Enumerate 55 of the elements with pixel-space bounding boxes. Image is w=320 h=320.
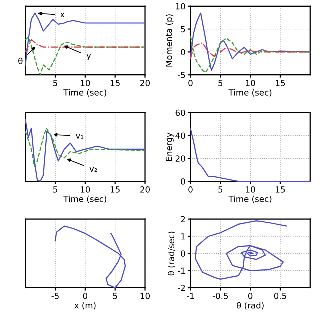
y-tick-label: 2 <box>181 216 186 222</box>
y-tick-label: -2 <box>178 284 186 292</box>
y-tick-label: 5 <box>181 26 186 33</box>
y-tick-label: 20 <box>176 156 186 162</box>
x-tick-label: 15 <box>276 80 286 86</box>
annotation: y <box>86 54 92 60</box>
x-tick-label: 10 <box>246 186 256 193</box>
y-tick-label: 0 <box>181 178 186 185</box>
x-tick-label: 15 <box>110 80 120 86</box>
annotation: v₁ <box>76 134 84 139</box>
x-tick-label: -5 <box>52 293 59 300</box>
x-axis-title: θ (rad) <box>236 302 264 310</box>
x-tick-label: 0 <box>248 293 253 300</box>
x-axis-title: Time (sec) <box>64 89 107 97</box>
y-axis-title: θ̇ (rad/sec) <box>168 232 176 276</box>
y-tick-label: 0 <box>181 250 186 257</box>
x-tick-label: 0 <box>188 186 193 193</box>
x-tick-label: 20 <box>140 80 150 86</box>
line-series <box>194 220 288 280</box>
x-axis-title: x (m) <box>74 302 96 310</box>
y-tick-label: -5 <box>178 72 186 78</box>
x-tick-label: 20 <box>140 186 150 193</box>
y-axis-title: Energy <box>166 132 174 161</box>
x-axis-title: Time (sec) <box>228 89 272 97</box>
annotation: v₂ <box>90 167 98 172</box>
x-tick-label: 5 <box>218 186 223 193</box>
y-tick-label: 0 <box>181 49 186 56</box>
y-tick-label: 40 <box>176 132 186 140</box>
x-tick-label: 10 <box>140 293 150 300</box>
x-tick-label: 10 <box>81 186 90 193</box>
x-axis-title: Time (sec) <box>228 196 272 204</box>
x-tick-label: 0 <box>188 80 193 86</box>
line-series <box>190 42 311 60</box>
x-tick-label: 15 <box>276 186 286 193</box>
x-axis-title: Time (sec) <box>64 196 107 204</box>
x-tick-label: 10 <box>246 80 256 86</box>
y-tick-label: 60 <box>176 110 186 116</box>
x-tick-label: 5 <box>113 293 118 300</box>
y-axis-title: Momenta (p) <box>166 14 174 67</box>
x-tick-label: 5 <box>54 80 58 86</box>
x-tick-label: 5 <box>218 80 223 86</box>
annotation: θ <box>18 58 23 64</box>
x-tick-label: 5 <box>54 186 58 193</box>
x-tick-label: 15 <box>110 186 120 193</box>
x-tick-label: 0 <box>83 293 88 300</box>
x-tick-label: 10 <box>81 80 90 86</box>
y-tick-label: 1 <box>181 234 186 240</box>
x-tick-label: -1 <box>186 293 194 300</box>
y-tick-label: -1 <box>178 268 186 274</box>
x-tick-label: 0.5 <box>274 293 286 300</box>
line-series <box>190 36 311 74</box>
annotation: x <box>60 12 65 18</box>
x-tick-label: -0.5 <box>212 293 228 300</box>
line-series <box>190 12 311 72</box>
y-tick-label: 10 <box>176 3 186 10</box>
